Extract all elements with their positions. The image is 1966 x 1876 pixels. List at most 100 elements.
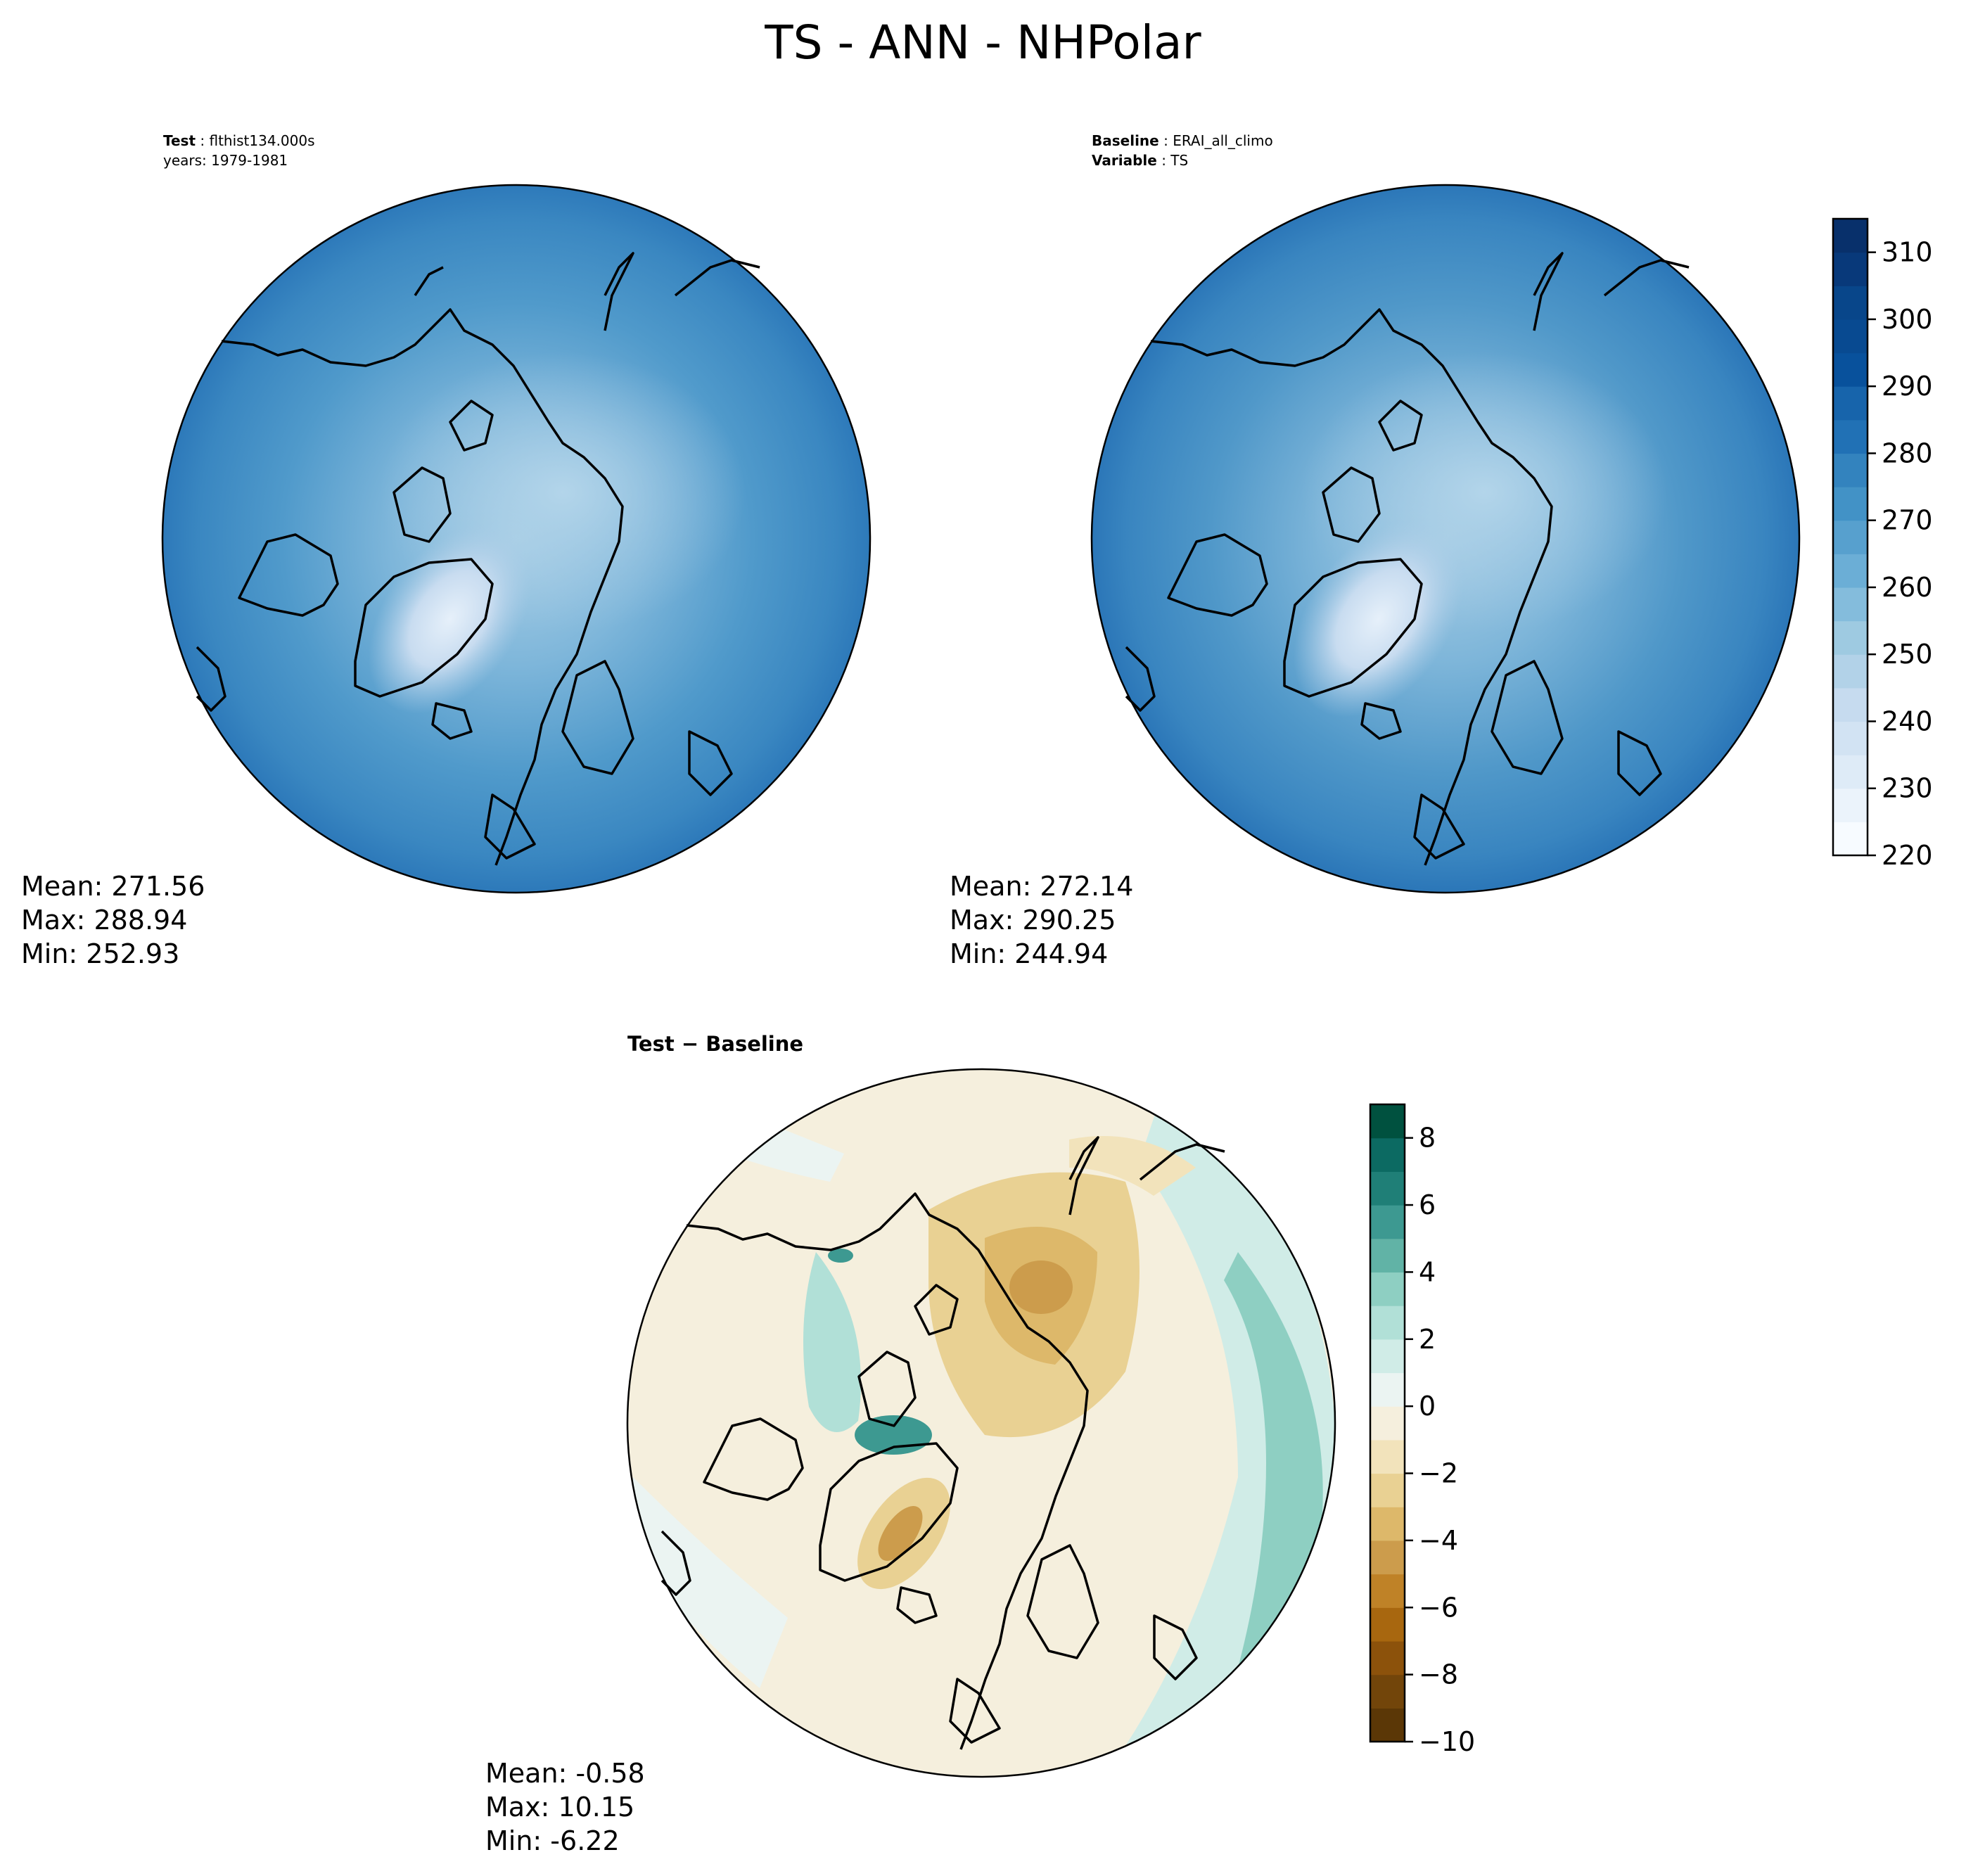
colorbar-diff: −10 −8 −6 −4 −2 0 2 4 6 8	[1369, 1103, 1475, 1757]
colorbar-diff-tick-label: 0	[1419, 1391, 1436, 1422]
colorbar-main-swatch	[1833, 219, 1868, 253]
colorbar-diff-swatch	[1370, 1473, 1405, 1507]
colorbar-main-tick-label: 250	[1882, 639, 1933, 670]
baseline-stats: Mean: 272.14 Max: 290.25 Min: 244.94	[950, 869, 1133, 971]
test-stats: Mean: 271.56 Max: 288.94 Min: 252.93	[21, 869, 205, 971]
colorbar-main-swatch	[1833, 620, 1868, 655]
colorbar-main-swatch	[1833, 252, 1868, 286]
colorbar-diff-swatch	[1370, 1640, 1405, 1676]
baseline-map-border	[1090, 184, 1801, 894]
test-map-border	[161, 184, 872, 894]
colorbar-diff-tick-label: 6	[1419, 1189, 1436, 1220]
diff-stats: Mean: -0.58 Max: 10.15 Min: -6.22	[485, 1756, 645, 1858]
test-label-value: flthist134.000s	[209, 132, 315, 149]
colorbar-main-swatch	[1833, 721, 1868, 755]
colorbar-main-tick-label: 270	[1882, 505, 1933, 536]
baseline-header-line1: Baseline : ERAI_all_climo	[1092, 132, 1273, 149]
diff-pos-region	[803, 1252, 861, 1432]
colorbar-main-swatch	[1833, 319, 1868, 354]
diff-min: Min: -6.22	[485, 1825, 620, 1856]
test-years: years: 1979-1981	[163, 152, 288, 169]
test-header-line1: Test : flthist134.000s	[163, 132, 315, 149]
test-header: Test : flthist134.000s years: 1979-1981	[163, 131, 315, 170]
colorbar-diff-swatch	[1370, 1708, 1405, 1742]
colorbar-diff-swatch	[1370, 1104, 1405, 1139]
colorbar-main-swatch	[1833, 386, 1868, 421]
colorbar-diff-swatch	[1370, 1406, 1405, 1441]
colorbar-diff-tick-label: −6	[1419, 1592, 1458, 1623]
diff-pos-hotspot	[828, 1249, 853, 1263]
colorbar-main-tick-label: 290	[1882, 371, 1933, 402]
baseline-greenland-cold	[1294, 521, 1464, 717]
colorbar-main-tick-label: 280	[1882, 438, 1933, 468]
colorbar-diff-tick-label: 4	[1419, 1256, 1436, 1287]
colorbar-diff-swatch	[1370, 1272, 1405, 1306]
baseline-label-value: ERAI_all_climo	[1173, 132, 1273, 149]
diff-title-left: Test	[627, 1032, 675, 1056]
colorbar-diff-swatch	[1370, 1205, 1405, 1239]
diff-neg-core	[878, 1506, 923, 1561]
colorbar-diff-swatch	[1370, 1171, 1405, 1206]
colorbar-main-swatch	[1833, 822, 1868, 856]
colorbar-main-tick-label: 220	[1882, 840, 1933, 871]
baseline-mean: Mean: 272.14	[950, 871, 1134, 902]
variable-label-key: Variable	[1092, 152, 1157, 169]
colorbar-main-swatch	[1833, 520, 1868, 554]
colorbar-diff-swatch	[1370, 1540, 1405, 1575]
diff-neg-region	[1069, 1136, 1196, 1196]
diff-header: Test − Baseline	[627, 1032, 803, 1056]
colorbar-main-tick-label: 260	[1882, 572, 1933, 603]
colorbar-main-swatch	[1833, 286, 1868, 320]
baseline-max: Max: 290.25	[950, 905, 1116, 936]
baseline-min: Min: 244.94	[950, 938, 1109, 969]
diff-pos-region	[633, 1477, 788, 1688]
colorbar-diff-tick-label: 8	[1419, 1123, 1436, 1154]
baseline-header: Baseline : ERAI_all_climo Variable : TS	[1092, 131, 1273, 170]
colorbar-main-swatch	[1833, 453, 1868, 487]
colorbar-main-swatch	[1833, 755, 1868, 789]
colorbar-main-tick-label: 230	[1882, 773, 1933, 804]
diff-max: Max: 10.15	[485, 1792, 635, 1823]
colorbar-diff-tick-label: −4	[1419, 1525, 1458, 1556]
test-mean: Mean: 271.56	[21, 871, 205, 902]
colorbar-main-tick-label: 240	[1882, 706, 1933, 736]
diff-neg-core	[1009, 1261, 1073, 1314]
colorbar-main-tick-label: 310	[1882, 237, 1933, 268]
colorbar-diff-swatch	[1370, 1674, 1405, 1709]
colorbar-main-frame	[1832, 217, 1869, 857]
colorbar-diff-tick-label: 2	[1419, 1324, 1436, 1355]
diff-map	[627, 1069, 1335, 1777]
test-label-key: Test	[163, 132, 196, 149]
colorbar-main-swatch	[1833, 687, 1868, 722]
colorbar-diff-tick-label: −2	[1419, 1458, 1458, 1489]
colorbar-diff-swatch	[1370, 1137, 1405, 1172]
variable-label-value: TS	[1170, 152, 1189, 169]
colorbar-diff-swatch	[1370, 1372, 1405, 1407]
diff-pos-hotspot	[855, 1415, 932, 1455]
baseline-coastlines	[1125, 252, 1690, 866]
colorbar-diff-swatch	[1370, 1238, 1405, 1273]
colorbar-main-swatch	[1833, 788, 1868, 822]
colorbar-main-swatch	[1833, 654, 1868, 689]
colorbar-main-swatch	[1833, 487, 1868, 521]
colorbar-diff-tick-label: −8	[1419, 1659, 1458, 1690]
colorbar-main-swatch	[1833, 587, 1868, 622]
colorbar-main: 220 230 240 250 260 270 280 290 300 310	[1832, 217, 1933, 871]
colorbar-main-swatch	[1833, 554, 1868, 588]
colorbar-diff-tick-label: −10	[1419, 1726, 1475, 1757]
figure-title: TS - ANN - NHPolar	[765, 15, 1201, 70]
colorbar-diff-frame	[1369, 1103, 1406, 1743]
baseline-header-line2: Variable : TS	[1092, 152, 1189, 169]
diff-title-right: Baseline	[706, 1032, 804, 1056]
baseline-label-key: Baseline	[1092, 132, 1159, 149]
test-map	[162, 185, 870, 893]
colorbar-main-swatch	[1833, 352, 1868, 387]
test-min: Min: 252.93	[21, 938, 180, 969]
test-coastlines	[196, 252, 760, 866]
colorbar-main-swatch	[1833, 419, 1868, 454]
diff-mean: Mean: -0.58	[485, 1758, 645, 1789]
colorbar-diff-swatch	[1370, 1507, 1405, 1541]
baseline-map	[1092, 185, 1799, 893]
